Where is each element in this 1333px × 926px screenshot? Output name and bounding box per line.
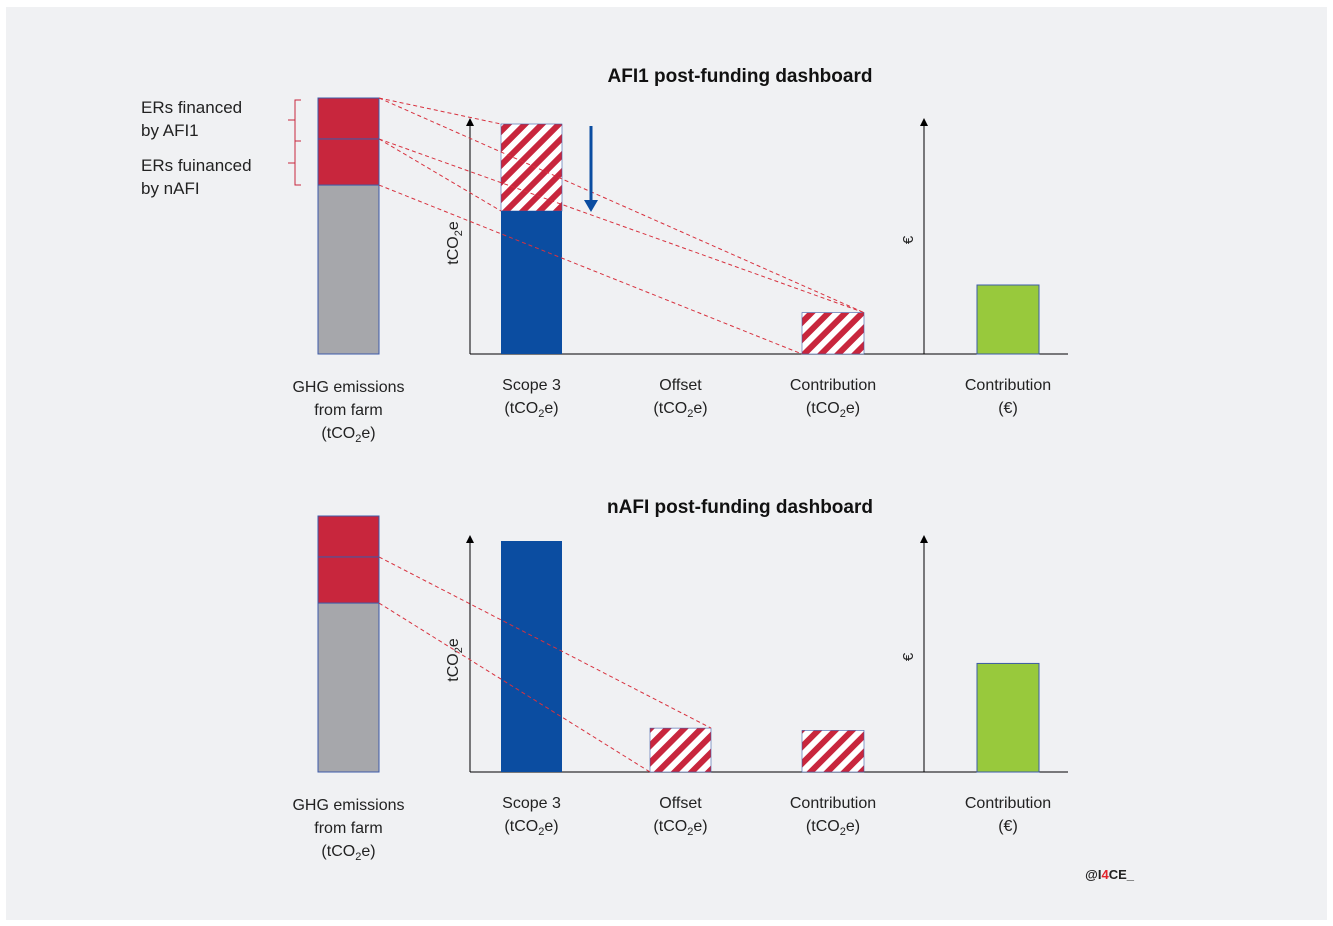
connector-contribution-top — [378, 97, 865, 314]
nafi-dashboard-panel: nAFI post-funding dashboard tCO2e € GHG em… — [292, 497, 1068, 863]
scope3-bar — [501, 541, 562, 772]
farm-label-line2: from farm — [314, 402, 382, 419]
connector-offset-top — [378, 556, 712, 729]
offset-label-unit: (tCO2e) — [653, 400, 707, 420]
contribution-eur-label-unit: (€) — [998, 400, 1018, 417]
farm-bar-afi1-segment — [317, 97, 380, 140]
farm-bar-nafi-segment — [317, 556, 380, 604]
legend-afi1-line1: ERs financed — [141, 98, 242, 117]
contribution-tco2e-label-unit: (tCO2e) — [806, 818, 860, 838]
panel-title: AFI1 post-funding dashboard — [608, 66, 873, 87]
farm-label-unit: (tCO2e) — [321, 843, 375, 863]
afi1-dashboard-panel: AFI1 post-funding dashboard tCO2e € GHG em… — [292, 66, 1068, 445]
scope3-label: Scope 3 — [502, 377, 561, 394]
offset-bar — [649, 727, 712, 773]
contribution-tco2e-label: Contribution — [790, 795, 876, 812]
i4ce-watermark: @I4CE_ — [1085, 867, 1135, 882]
farm-bar-afi1-segment — [317, 515, 380, 558]
panel-title: nAFI post-funding dashboard — [607, 497, 873, 518]
farm-label-unit: (tCO2e) — [321, 425, 375, 445]
offset-label: Offset — [659, 795, 702, 812]
contribution-tco2e-label-unit: (tCO2e) — [806, 400, 860, 420]
contribution-tco2e-bar — [801, 312, 865, 355]
farm-label-line1: GHG emissions — [292, 797, 404, 814]
farm-label-line1: GHG emissions — [292, 379, 404, 396]
y-axis-label-euro: € — [900, 652, 917, 661]
contribution-tco2e-label: Contribution — [790, 377, 876, 394]
legend-nafi-line2: by nAFI — [141, 179, 200, 198]
legend: ERs financed by AFI1 ERs fuinanced by nA… — [141, 98, 301, 198]
scope3-bar-remaining — [501, 211, 562, 354]
legend-afi1-line2: by AFI1 — [141, 121, 199, 140]
contribution-eur-label: Contribution — [965, 795, 1051, 812]
farm-bar-remaining — [317, 602, 380, 773]
background-panel — [6, 7, 1327, 920]
offset-label: Offset — [659, 377, 702, 394]
down-arrow-icon — [584, 200, 598, 212]
scope3-label-unit: (tCO2e) — [504, 400, 558, 420]
contribution-eur-label: Contribution — [965, 377, 1051, 394]
scope3-label-unit: (tCO2e) — [504, 818, 558, 838]
connector-afi1-scope3-bottom — [378, 138, 502, 212]
connector-offset-bottom — [378, 602, 651, 773]
connector-contribution-mid — [378, 138, 865, 314]
contribution-eur-bar — [976, 662, 1040, 773]
contribution-eur-label-unit: (€) — [998, 818, 1018, 835]
legend-bracket-nafi — [288, 140, 301, 186]
legend-nafi-line1: ERs fuinanced — [141, 156, 252, 175]
y-axis-label-tco2e: tCO2e — [445, 221, 465, 265]
scope3-label: Scope 3 — [502, 795, 561, 812]
contribution-eur-bar — [976, 284, 1040, 355]
connector-contribution-bottom — [378, 184, 803, 355]
offset-label-unit: (tCO2e) — [653, 818, 707, 838]
scope3-bar-reduced — [500, 123, 563, 212]
y-axis-label-tco2e: tCO2e — [445, 638, 465, 682]
farm-bar-nafi-segment — [317, 138, 380, 186]
contribution-tco2e-bar — [801, 730, 865, 773]
farm-bar-remaining — [317, 184, 380, 355]
y-axis-label-euro: € — [900, 235, 917, 244]
farm-label-line2: from farm — [314, 820, 382, 837]
